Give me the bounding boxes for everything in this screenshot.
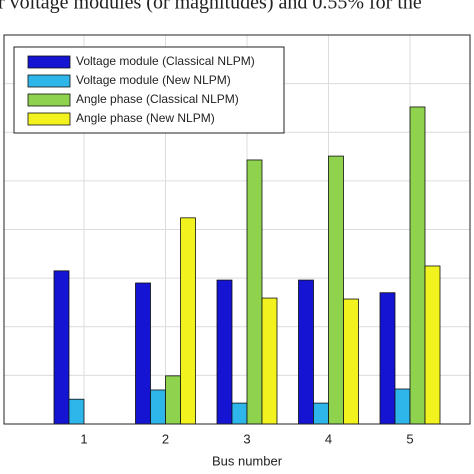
bar: [68, 398, 85, 425]
legend-swatch: [27, 112, 71, 126]
bar: [150, 389, 166, 425]
legend-swatch: [27, 93, 71, 107]
x-axis-label: Bus number: [212, 453, 283, 468]
x-tick-label: 1: [80, 431, 87, 446]
bar: [231, 402, 248, 425]
legend-label: Voltage module (New NLPM): [76, 73, 231, 87]
bar: [394, 388, 411, 425]
legend: Voltage module (Classical NLPM) Voltage m…: [13, 46, 285, 134]
legend-label: Angle phase (Classical NLPM): [76, 92, 239, 106]
bar: [261, 297, 278, 425]
bar: [135, 282, 151, 425]
legend-swatch: [27, 74, 71, 88]
x-tick-label: 5: [406, 431, 413, 446]
bar: [165, 375, 181, 425]
bar: [379, 292, 396, 425]
bar: [246, 159, 263, 425]
bar: [216, 279, 233, 425]
x-tick-label: 2: [162, 431, 169, 446]
bar: [424, 265, 441, 425]
legend-label: Voltage module (Classical NLPM): [76, 54, 255, 68]
bar: [409, 106, 426, 425]
x-axis: 1 2 3 4 5: [80, 431, 413, 446]
plot-frame: [3, 34, 471, 425]
bar: [298, 279, 314, 425]
x-tick-label: 4: [325, 431, 332, 446]
bar: [180, 217, 196, 425]
legend-swatch: [27, 55, 71, 69]
legend-label: Angle phase (New NLPM): [76, 111, 215, 125]
bar: [343, 298, 359, 425]
bar: [53, 270, 70, 425]
bar: [328, 155, 344, 425]
caption: r voltage modules (or magnitudes) and 0.…: [0, 0, 422, 14]
x-tick-label: 3: [243, 431, 250, 446]
bar: [313, 402, 329, 425]
